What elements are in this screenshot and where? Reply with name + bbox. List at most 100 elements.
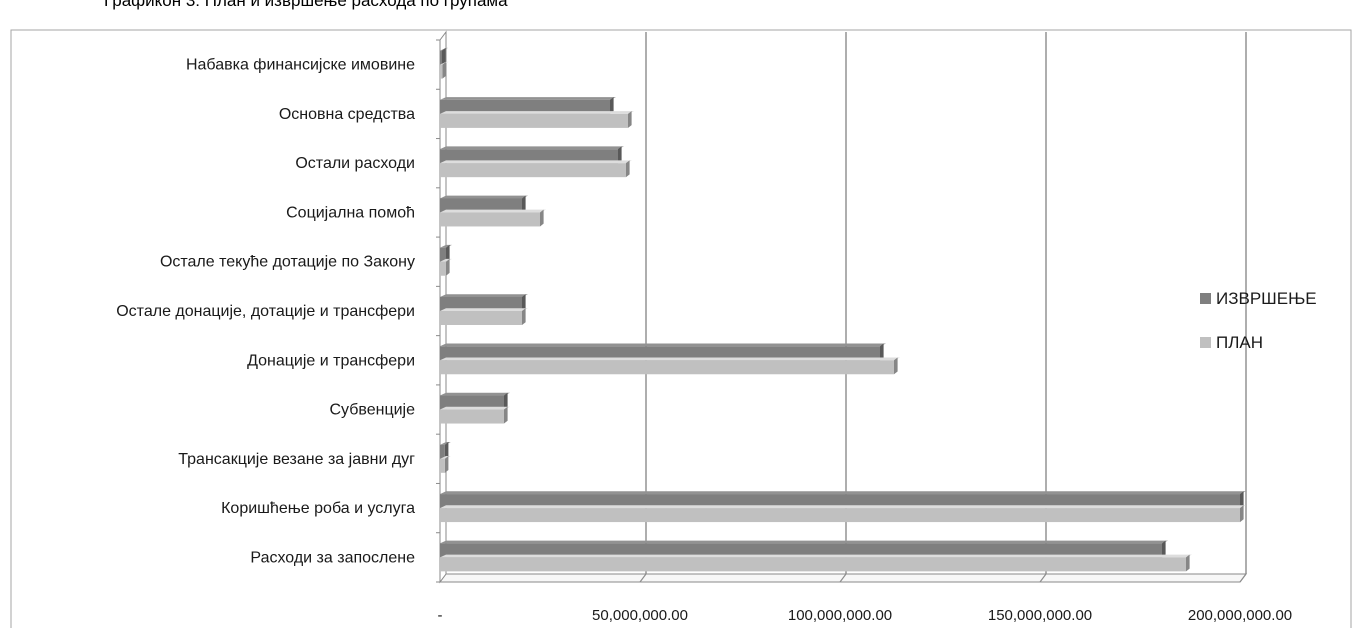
x-tick-label: 200,000,000.00 [1188,607,1292,624]
bar-side-face [626,160,630,178]
category-label: Субвенције [329,402,415,419]
bar-top-face [440,308,528,311]
bar [440,554,1192,572]
bar-top-face [440,392,510,396]
bar [440,111,634,128]
category-label: Трансакције везане за јавни дуг [178,451,415,468]
bar-side-face [628,111,632,128]
bar-front-face [440,297,522,311]
x-tick-label: 150,000,000.00 [988,607,1092,624]
bar-side-face [442,47,446,65]
bar-top-face [440,505,1246,509]
bar-side-face [442,61,446,79]
bar-top-face [440,195,528,199]
bar-front-face [440,149,618,164]
bar-side-face [1240,505,1244,523]
x-tick-label: - [438,607,443,624]
bar-front-face [440,360,894,375]
bar [440,61,449,79]
bar-front-face [440,458,445,473]
bar-top-face [440,357,900,361]
bar-front-face [440,247,446,262]
bar-side-face [444,442,449,459]
x-tick-label: 50,000,000.00 [592,607,688,624]
bar [440,357,900,375]
legend: ИЗВРШЕЊЕ ПЛАН [1200,289,1317,352]
bar-top-face [440,160,632,164]
bar [440,160,632,178]
legend-swatch [1200,293,1211,304]
bar-front-face [440,409,504,424]
bar-top-face [440,294,528,297]
category-label: Остале текуће дотације по Закону [160,254,415,271]
bar-front-face [440,50,442,65]
x-axis-tick-labels: - 50,000,000.00 100,000,000.00 150,000,000.… [438,607,1293,624]
bar-top-face [440,406,510,410]
bar-side-face [522,294,526,311]
bar [440,294,528,311]
bar-front-face [440,543,1162,558]
bar-front-face [440,557,1186,572]
bar [440,392,510,410]
bar-side-face [880,343,884,361]
bar [440,97,616,114]
bar [440,146,624,164]
bar-top-face [440,209,546,213]
bar-side-face [618,146,622,164]
bar-top-face [440,146,624,150]
gridline-floor [839,573,847,583]
bar-side-face [522,195,526,213]
bar-top-face [440,491,1246,495]
bar-side-face [1240,491,1244,509]
chart-border [10,29,1352,628]
bar [440,209,546,227]
gridline-floor [1039,573,1047,583]
bar-front-face [440,395,504,410]
chart-title: Графикон 3: План и извршење расхода по г… [104,0,508,10]
bar-top-face [440,97,616,100]
bar-side-face [1162,540,1166,558]
bar [440,308,528,325]
bar [440,343,886,361]
bar [440,406,510,424]
bar-side-face [522,308,526,325]
bar-side-face [504,392,508,410]
legend-swatch [1200,337,1211,348]
category-label: Донације и трансфери [247,352,415,369]
bar-side-face [540,209,544,227]
bar-front-face [440,198,522,213]
bar-front-face [440,346,880,361]
bar [440,505,1246,523]
bar-side-face [446,244,450,262]
category-label: Основна средства [279,106,415,123]
bar-front-face [440,261,446,276]
category-labels: Набавка финансијске имовине Основна средс… [116,57,415,567]
category-label: Расходи за запослене [250,549,415,566]
bar-front-face [440,99,610,114]
bar-front-face [440,508,1240,523]
gridline-floor [639,573,647,583]
x-tick-label: 100,000,000.00 [788,607,892,624]
bar [440,258,452,276]
bar-side-face [504,406,508,424]
bar-side-face [446,258,450,276]
bar-side-face [610,97,614,114]
bar-top-face [440,540,1168,544]
category-label: Остале донације, дотације и трансфери [116,303,415,320]
bar [440,195,528,213]
bar-top-face [440,554,1192,558]
bar-front-face [440,444,445,459]
bar-side-face [1186,554,1190,572]
bar-front-face [440,163,626,178]
bar [440,456,451,473]
category-label: Социјална помоћ [286,204,415,221]
bar-front-face [440,113,628,128]
legend-label: ПЛАН [1216,333,1263,352]
bar-front-face [440,64,443,79]
bar [440,540,1168,558]
bar [440,442,451,459]
bar-top-face [440,343,886,347]
bar-top-face [440,111,634,114]
category-label: Остали расходи [295,155,415,172]
